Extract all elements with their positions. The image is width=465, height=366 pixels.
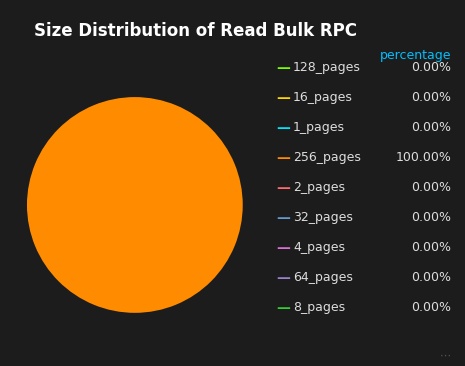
Text: —: — (277, 151, 291, 165)
Text: 0.00%: 0.00% (411, 211, 451, 224)
Text: —: — (277, 61, 291, 75)
Text: 0.00%: 0.00% (411, 61, 451, 74)
Text: —: — (277, 241, 291, 255)
Wedge shape (27, 97, 243, 313)
Text: 256_pages: 256_pages (293, 151, 361, 164)
Text: Size Distribution of Read Bulk RPC: Size Distribution of Read Bulk RPC (34, 22, 357, 40)
Text: 0.00%: 0.00% (411, 181, 451, 194)
Text: 0.00%: 0.00% (411, 301, 451, 314)
Text: 32_pages: 32_pages (293, 211, 353, 224)
Text: 64_pages: 64_pages (293, 271, 353, 284)
Text: 1_pages: 1_pages (293, 121, 345, 134)
Text: 128_pages: 128_pages (293, 61, 361, 74)
Text: —: — (277, 91, 291, 105)
Text: percentage: percentage (379, 49, 451, 63)
Text: —: — (277, 121, 291, 135)
Text: —: — (277, 301, 291, 315)
Text: 0.00%: 0.00% (411, 91, 451, 104)
Text: 100.00%: 100.00% (395, 151, 451, 164)
Text: 4_pages: 4_pages (293, 241, 345, 254)
Text: 2_pages: 2_pages (293, 181, 345, 194)
Text: 0.00%: 0.00% (411, 241, 451, 254)
Text: —: — (277, 211, 291, 225)
Text: 16_pages: 16_pages (293, 91, 353, 104)
Text: —: — (277, 181, 291, 195)
Text: ⋯: ⋯ (440, 351, 451, 361)
Text: —: — (277, 271, 291, 285)
Text: 0.00%: 0.00% (411, 271, 451, 284)
Text: 0.00%: 0.00% (411, 121, 451, 134)
Text: 8_pages: 8_pages (293, 301, 345, 314)
